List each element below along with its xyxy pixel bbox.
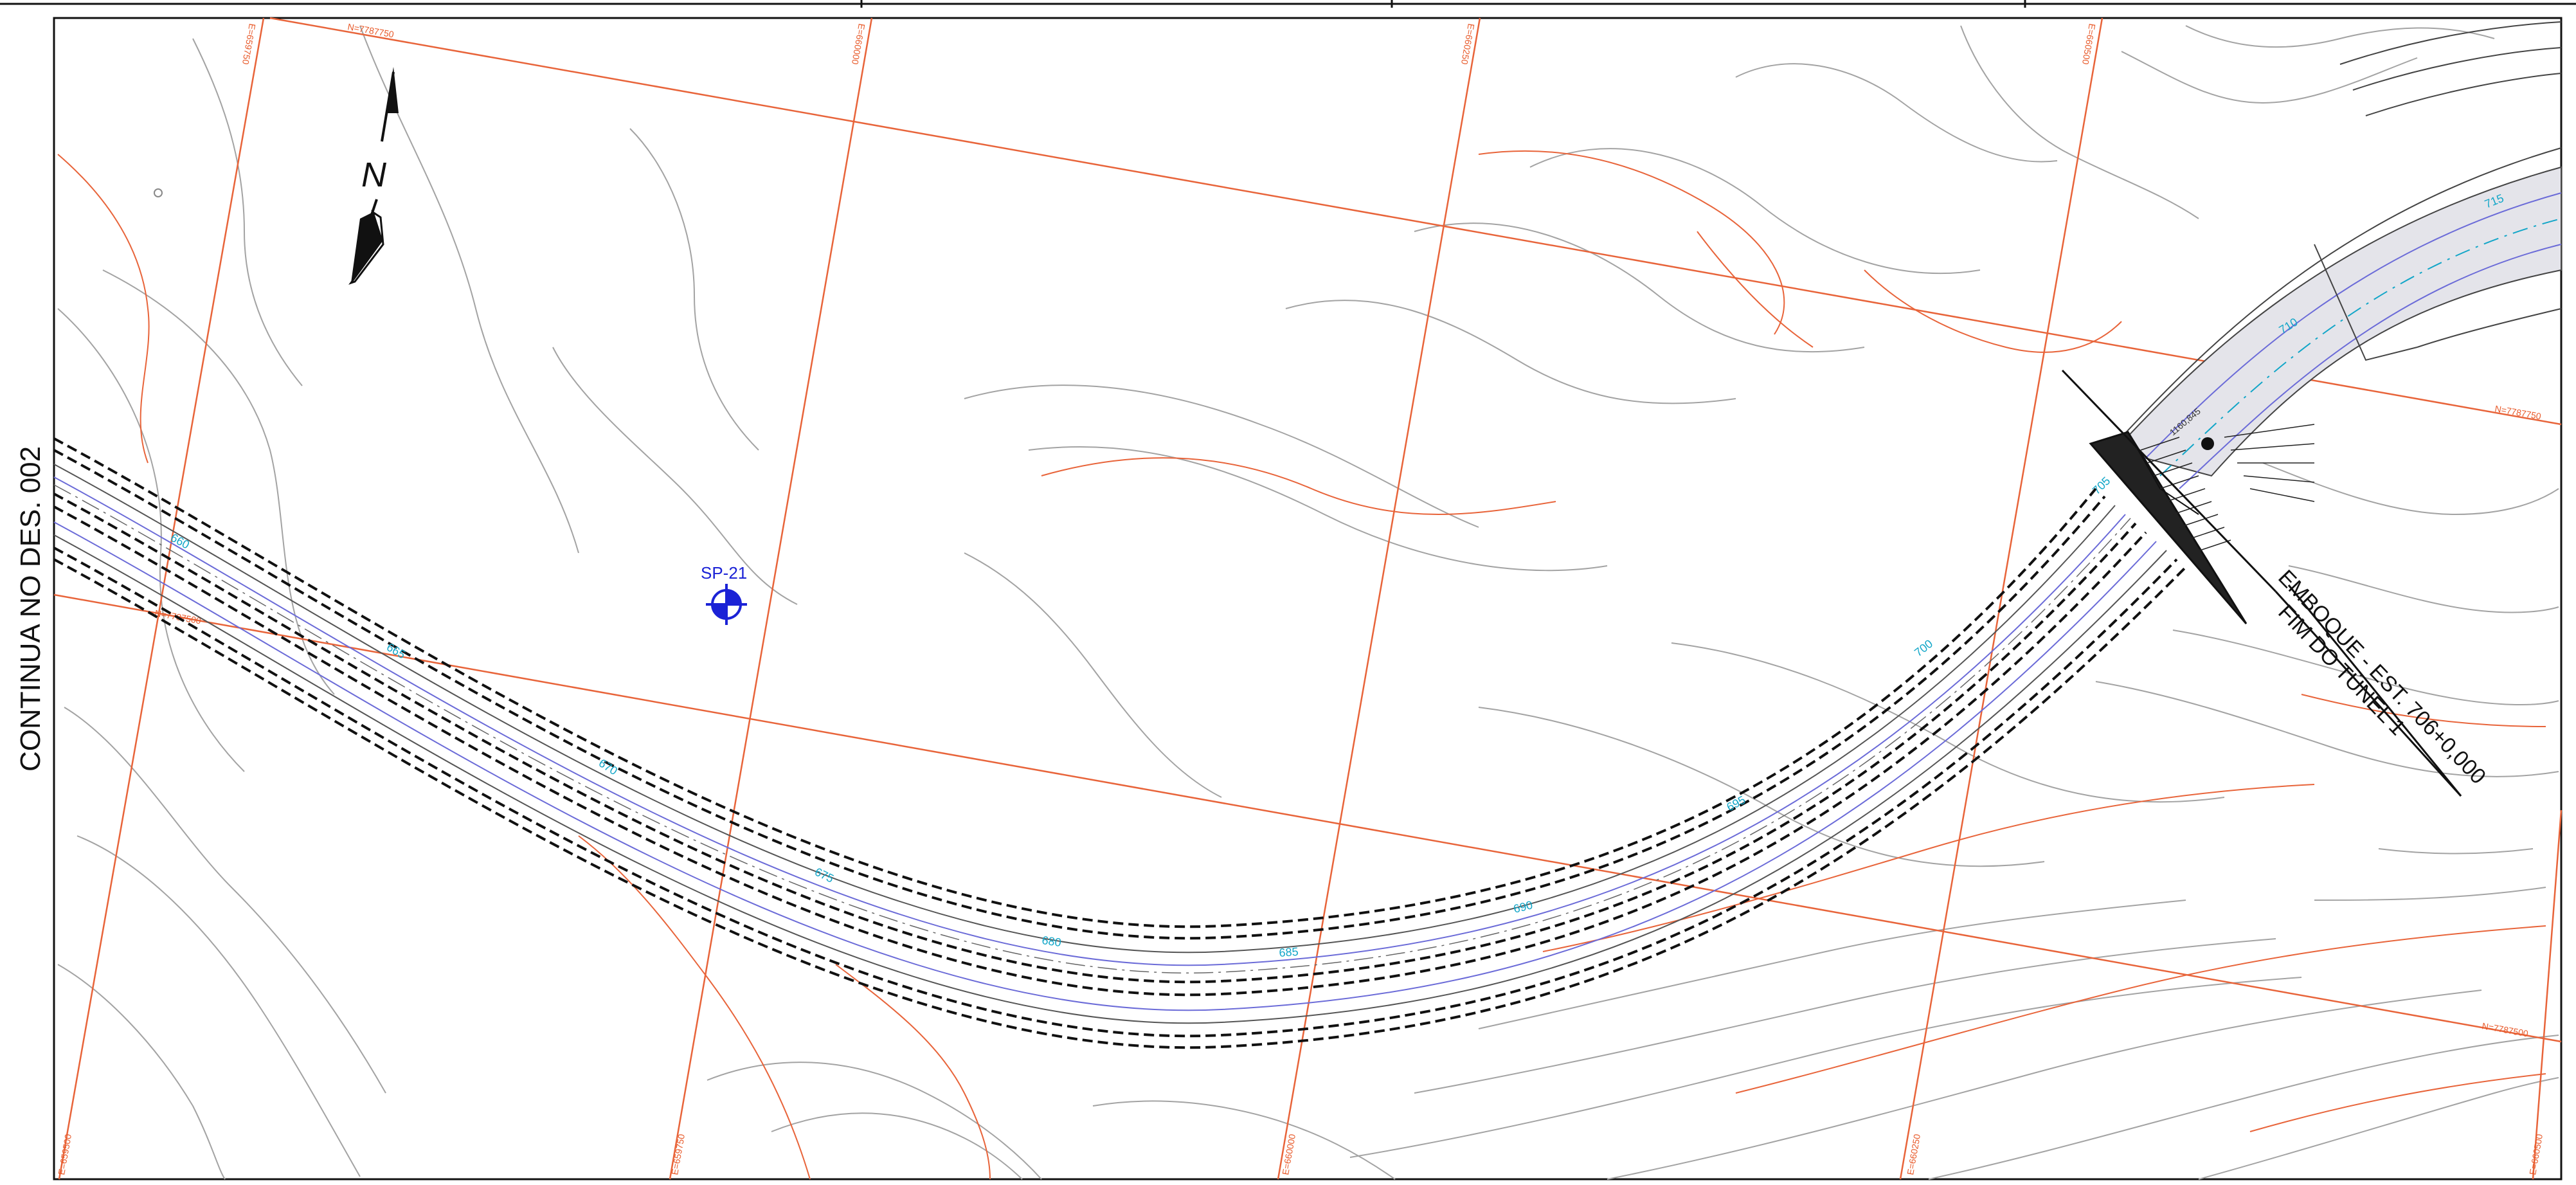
point-marker xyxy=(154,188,163,197)
north-arrow: N xyxy=(348,67,399,285)
major-contours xyxy=(57,150,2546,1180)
grid-label-e-bot-2: E=659750 xyxy=(669,1133,687,1175)
side-note: CONTINUA NO DES. 002 xyxy=(15,446,46,772)
grid-label-n-bottom: N=7787500 xyxy=(2481,1020,2529,1038)
station-670: 670 xyxy=(597,756,620,777)
grid-label-e-top-1: E=659750 xyxy=(240,23,258,65)
station-675: 675 xyxy=(813,865,836,885)
drawing-frame xyxy=(53,17,2562,1180)
north-arrow-icon xyxy=(348,67,399,285)
tunnel-section: 1160,845 xyxy=(2061,21,2562,797)
grid-label-e-bot-5: E=660500 xyxy=(2527,1133,2544,1175)
grid-label-n-top: N=7787750 xyxy=(347,21,395,39)
probe-sp21: SP-21 xyxy=(701,563,747,625)
grid-label-n-right: N=7787750 xyxy=(2494,403,2542,421)
station-690: 690 xyxy=(1512,898,1534,916)
station-685: 685 xyxy=(1279,945,1299,959)
coordinate-grid xyxy=(53,17,2562,1180)
grid-label-e-top-3: E=660250 xyxy=(1459,23,1477,65)
station-700: 700 xyxy=(1912,637,1935,659)
grid-labels: N=7787750 N=7787750 N=7787500 N=7787500 … xyxy=(56,21,2544,1175)
north-label: N xyxy=(361,156,387,194)
grid-label-e-bot-1: E=659500 xyxy=(56,1133,73,1175)
road-corridor xyxy=(53,437,2187,1049)
station-680: 680 xyxy=(1041,934,1062,949)
probe-symbol-icon xyxy=(706,584,747,625)
survey-marker-icon xyxy=(2201,437,2214,450)
minor-contours xyxy=(57,25,2559,1180)
tunnel-callout-line1: EMBOQUE - EST. 706+0,000 xyxy=(2273,565,2490,789)
probe-label: SP-21 xyxy=(701,563,747,583)
